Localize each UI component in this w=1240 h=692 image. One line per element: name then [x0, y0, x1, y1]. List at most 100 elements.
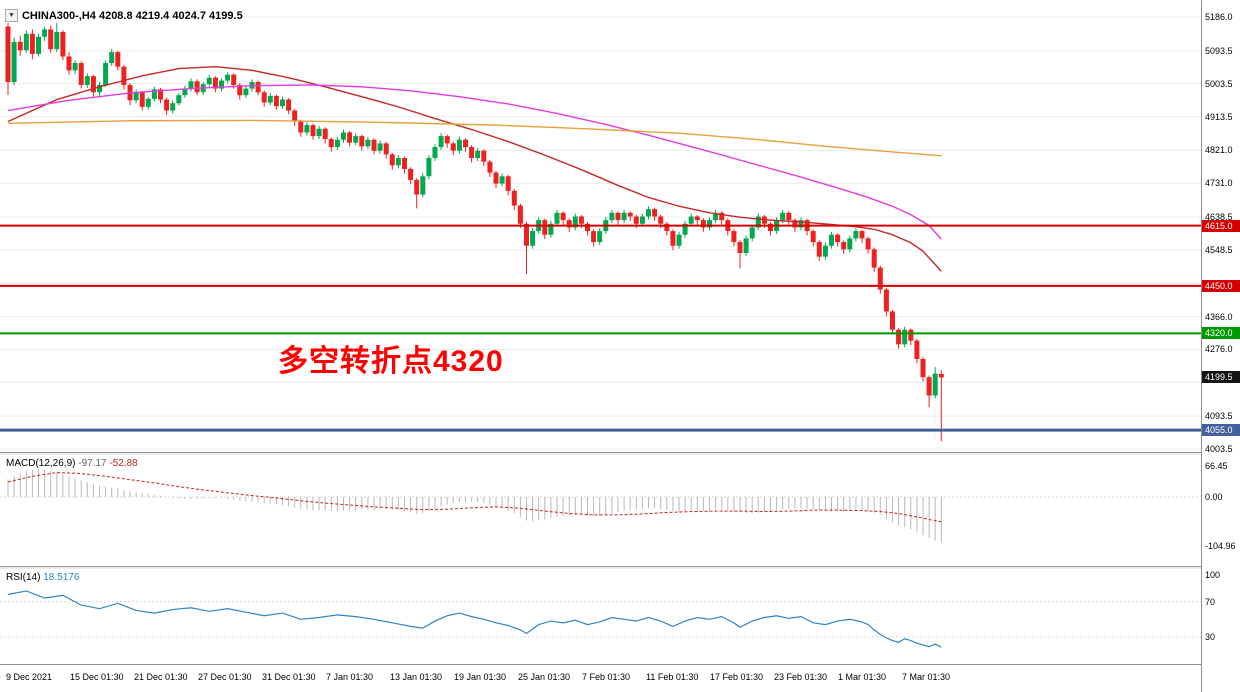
macd-canvas[interactable] — [0, 456, 1201, 566]
candle-body — [347, 132, 353, 143]
price-axis-label: 66.45 — [1205, 460, 1228, 471]
candle-body — [109, 52, 115, 64]
candle-body — [743, 238, 749, 254]
price-tag: 4320.0 — [1202, 327, 1240, 340]
candle-body — [908, 329, 914, 341]
candle-body — [493, 172, 499, 184]
main-chart-canvas[interactable] — [0, 0, 1201, 452]
candle-body — [737, 242, 743, 254]
candle-body — [511, 190, 517, 206]
candle-body — [548, 223, 554, 235]
candle-body — [60, 31, 66, 57]
candle-body — [103, 63, 109, 85]
candle-body — [883, 289, 889, 312]
rsi-label: RSI(14) 18.5176 — [6, 572, 79, 583]
candle-body — [694, 216, 700, 221]
candle-body — [151, 89, 157, 99]
ma-fast-red-line — [7, 65, 942, 272]
candle-body — [841, 242, 847, 250]
time-axis[interactable]: 9 Dec 2021 15 Dec 01:30 21 Dec 01:30 27 Dec… — [0, 664, 1201, 692]
candle-body — [578, 216, 584, 224]
candle-body — [359, 136, 365, 147]
candle-body — [328, 139, 334, 148]
candle-body — [414, 179, 420, 195]
rsi-panel[interactable] — [0, 570, 1201, 664]
candle-body — [890, 311, 895, 330]
price-axis-label: 30 — [1205, 632, 1216, 642]
ma-slow-orange-line — [7, 119, 942, 157]
candle-body — [902, 329, 908, 345]
candle-body — [90, 76, 96, 93]
time-axis-label: 1 Mar 01:30 — [838, 672, 887, 682]
candle-body — [408, 168, 414, 180]
candle-body — [237, 84, 243, 96]
candle-body — [560, 212, 566, 221]
price-axis-label: 0.00 — [1205, 492, 1223, 502]
price-axis-label: 5093.5 — [1205, 45, 1233, 56]
candle-body — [389, 154, 395, 166]
price-axis-label: 70 — [1205, 596, 1216, 607]
main-chart-panel[interactable] — [0, 0, 1201, 452]
rsi-value: 18.5176 — [43, 572, 80, 583]
candle-body — [609, 212, 615, 221]
candle-body — [5, 26, 11, 83]
candle-body — [115, 52, 121, 67]
candle-body — [243, 88, 249, 96]
candle-body — [615, 212, 621, 221]
rsi-canvas[interactable] — [0, 570, 1201, 664]
candle-body — [438, 136, 444, 148]
candle-body — [280, 99, 285, 107]
candle-body — [658, 216, 664, 224]
candle-body — [664, 223, 670, 232]
candle-body — [334, 139, 340, 148]
candle-body — [170, 103, 176, 111]
price-axis-label: 4913.5 — [1205, 111, 1233, 122]
symbol-dropdown-icon[interactable]: ▼ — [5, 9, 18, 22]
candle-body — [286, 99, 292, 111]
candle-body — [499, 176, 505, 184]
candle-body — [877, 267, 883, 290]
candle-body — [932, 373, 938, 396]
time-axis-label: 11 Feb 01:30 — [646, 672, 699, 682]
candle-body — [688, 216, 694, 224]
time-axis-label: 7 Jan 01:30 — [326, 672, 374, 682]
macd-label: MACD(12,26,9) -97.17 -52.88 — [6, 458, 138, 469]
candle-body — [816, 242, 822, 257]
candle-body — [66, 56, 72, 71]
chart-annotation[interactable]: 多空转折点4320 — [278, 345, 504, 378]
candle-body — [42, 29, 48, 37]
candle-body — [194, 81, 200, 93]
candle-body — [72, 63, 78, 71]
candle-body — [273, 95, 279, 107]
candle-body — [402, 158, 407, 169]
candle-body — [682, 223, 688, 235]
candle-body — [353, 136, 359, 143]
candle-body — [420, 176, 426, 195]
candle-body — [365, 139, 371, 147]
candle-body — [865, 238, 871, 250]
candle-body — [36, 36, 41, 54]
candle-body — [261, 92, 267, 103]
price-axis[interactable]: 5186.0 5093.5 5003.5 4913.5 4821.0 4731.0 4638… — [1201, 0, 1240, 692]
candle-body — [78, 63, 84, 85]
candle-body — [926, 377, 932, 396]
candle-body — [219, 80, 224, 89]
time-axis-label: 17 Feb 01:30 — [710, 672, 764, 682]
candle-body — [871, 249, 877, 268]
macd-name: MACD(12,26,9) — [6, 458, 76, 469]
candle-body — [395, 158, 401, 166]
candle-body — [810, 231, 816, 243]
macd-panel[interactable] — [0, 456, 1201, 566]
candle-body — [377, 143, 383, 151]
candle-body — [700, 220, 706, 228]
candle-body — [456, 139, 462, 151]
candle-body — [121, 66, 127, 85]
candle-body — [164, 99, 170, 111]
candle-body — [139, 92, 145, 107]
candle-body — [920, 358, 926, 378]
candle-body — [11, 41, 17, 83]
macd-signal-line — [7, 472, 942, 523]
candle-body — [133, 92, 139, 101]
candle-body — [450, 143, 456, 151]
